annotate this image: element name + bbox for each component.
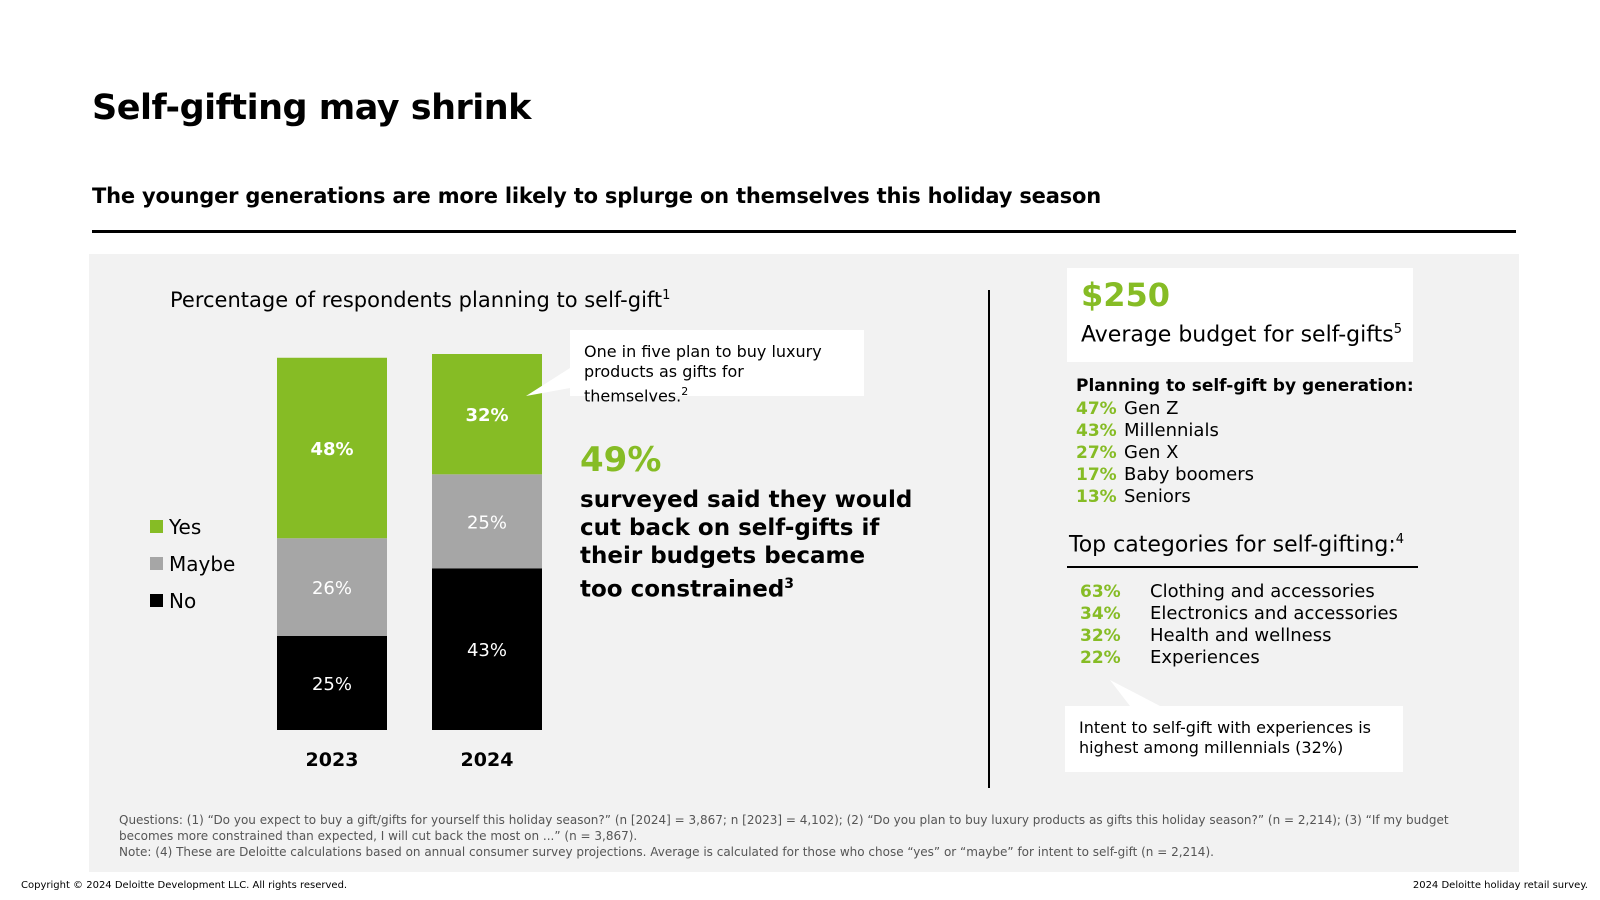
data-label-maybe-2024: 25% [467, 512, 507, 533]
generation-row: 17% Baby boomers [1076, 464, 1254, 486]
chart-heading-text: Percentage of respondents planning to se… [170, 288, 663, 312]
generation-label: Gen X [1124, 442, 1179, 463]
categories-title: Top categories for self-gifting:4 [1069, 532, 1404, 557]
category-row: 32% Health and wellness [1080, 625, 1398, 647]
data-label-no-2023: 25% [312, 674, 352, 695]
generation-label: Millennials [1124, 420, 1219, 441]
footnote-questions: Questions: (1) “Do you expect to buy a g… [119, 813, 1449, 843]
footnote-note: Note: (4) These are Deloitte calculation… [119, 845, 1214, 859]
data-label-yes-2023: 48% [310, 439, 353, 460]
bar-segment-yes-2023 [277, 357, 387, 539]
category-label: Experiences [1150, 647, 1260, 668]
generation-row: 47% Gen Z [1076, 398, 1254, 420]
title-divider [92, 230, 1516, 233]
generation-list: 47% Gen Z 43% Millennials 27% Gen X 17% Baby… [1076, 398, 1254, 508]
category-pct: 34% [1080, 604, 1121, 624]
categories-footnote: 4 [1395, 532, 1405, 547]
category-row: 63% Clothing and accessories [1080, 581, 1398, 603]
page-title: Self-gifting may shrink [92, 88, 531, 128]
generation-title: Planning to self-gift by generation: [1076, 376, 1414, 396]
luxury-callout: One in five plan to buy luxury products … [570, 330, 864, 405]
category-pct: 63% [1080, 582, 1121, 602]
generation-pct: 13% [1076, 487, 1117, 507]
legend-swatch-maybe [150, 557, 163, 570]
luxury-callout-text: One in five plan to buy luxury products … [584, 342, 822, 406]
budget-label: Average budget for self-gifts5 [1081, 322, 1402, 347]
budget-label-text: Average budget for self-gifts [1081, 322, 1394, 348]
data-label-maybe-2023: 26% [312, 578, 352, 599]
generation-label: Gen Z [1124, 398, 1179, 419]
category-label: Clothing and accessories [1150, 581, 1375, 602]
category-pct: 22% [1080, 648, 1121, 668]
generation-label: Seniors [1124, 486, 1191, 507]
vertical-divider [988, 290, 990, 788]
chart-legend: Yes Maybe No [150, 508, 235, 619]
legend-swatch-no [150, 594, 163, 607]
categories-list: 63% Clothing and accessories 34% Electroni… [1080, 581, 1398, 669]
generation-row: 13% Seniors [1076, 486, 1254, 508]
copyright-text: Copyright © 2024 Deloitte Development LL… [21, 880, 348, 891]
luxury-callout-pointer [526, 368, 570, 396]
legend-item-no: No [150, 582, 235, 619]
experiences-callout-pointer [1110, 680, 1160, 706]
budget-card: $250 Average budget for self-gifts5 [1067, 268, 1413, 362]
bar-segment-yes-2024 [432, 354, 542, 475]
luxury-callout-footnote: 2 [681, 385, 689, 398]
generation-label: Baby boomers [1124, 464, 1255, 485]
cut-back-stat-text: surveyed said they would cut back on sel… [580, 486, 915, 604]
generation-row: 27% Gen X [1076, 442, 1254, 464]
bar-segment-maybe-2024 [432, 474, 542, 569]
bar-segment-no-2023 [277, 636, 387, 730]
legend-item-yes: Yes [150, 508, 235, 545]
data-label-yes-2024: 32% [465, 405, 508, 426]
generation-pct: 47% [1076, 399, 1117, 419]
category-label-2023: 2023 [306, 749, 359, 771]
legend-label-no: No [169, 588, 197, 613]
categories-underline [1067, 566, 1418, 568]
cut-back-stat-value: 49% [580, 440, 662, 480]
legend-swatch-yes [150, 520, 163, 533]
category-pct: 32% [1080, 626, 1121, 646]
chart-heading: Percentage of respondents planning to se… [170, 288, 670, 312]
budget-footnote: 5 [1393, 322, 1402, 337]
generation-pct: 27% [1076, 443, 1117, 463]
generation-pct: 17% [1076, 465, 1117, 485]
source-text: 2024 Deloitte holiday retail survey. [1412, 880, 1588, 891]
category-label: Health and wellness [1150, 625, 1332, 646]
bar-segment-no-2024 [432, 568, 542, 730]
cut-back-stat-footnote: 3 [784, 576, 795, 592]
generation-row: 43% Millennials [1076, 420, 1254, 442]
categories-title-text: Top categories for self-gifting: [1069, 532, 1396, 558]
page-subtitle: The younger generations are more likely … [92, 184, 1101, 208]
data-label-no-2024: 43% [467, 640, 507, 661]
chart-heading-footnote: 1 [662, 288, 671, 303]
experiences-callout: Intent to self-gift with experiences is … [1065, 706, 1403, 772]
budget-value: $250 [1081, 276, 1171, 314]
bar-segment-maybe-2023 [277, 538, 387, 636]
category-label-2024: 2024 [461, 749, 514, 771]
legend-label-yes: Yes [169, 514, 202, 539]
legend-item-maybe: Maybe [150, 545, 235, 582]
category-row: 34% Electronics and accessories [1080, 603, 1398, 625]
legend-label-maybe: Maybe [169, 551, 236, 576]
category-label: Electronics and accessories [1150, 603, 1398, 624]
cut-back-stat-description: surveyed said they would cut back on sel… [580, 487, 913, 603]
footnotes: Questions: (1) “Do you expect to buy a g… [119, 812, 1469, 860]
generation-pct: 43% [1076, 421, 1117, 441]
category-row: 22% Experiences [1080, 647, 1398, 669]
